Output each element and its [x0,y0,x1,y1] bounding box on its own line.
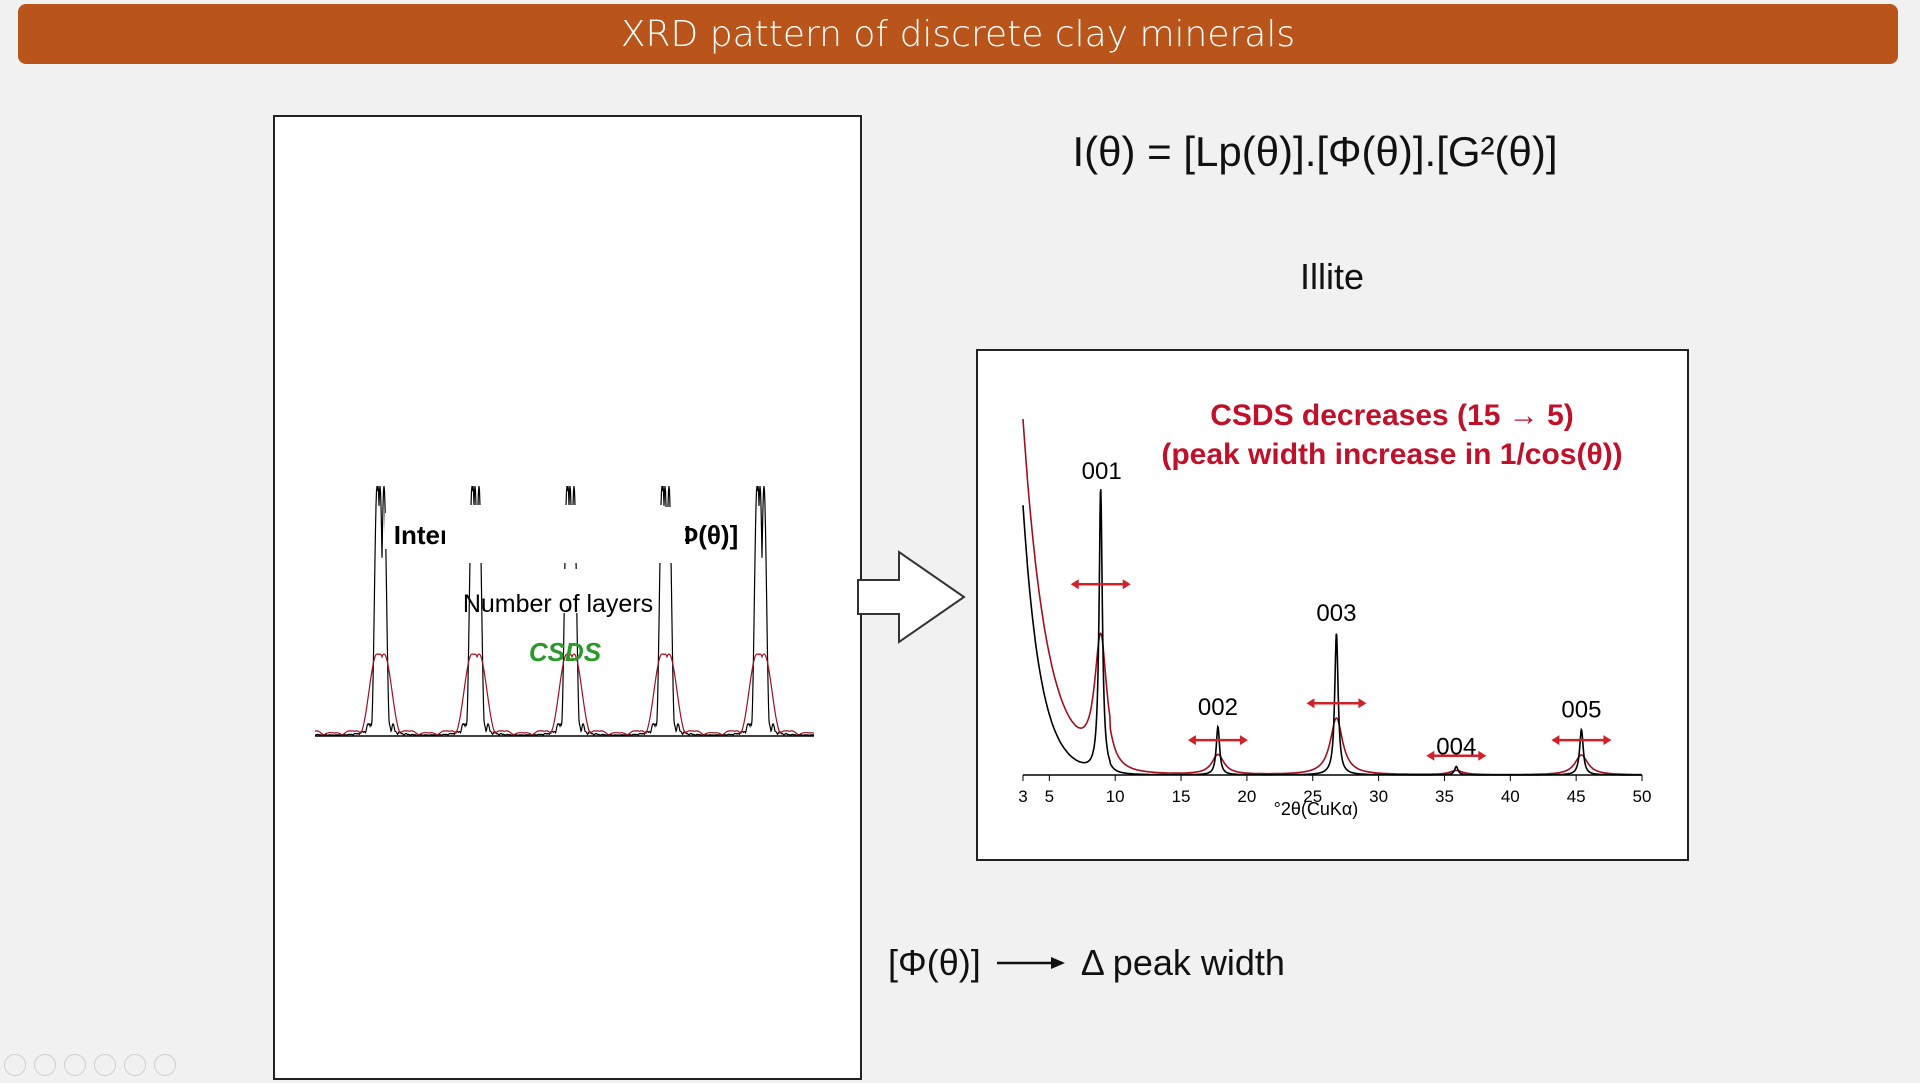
peak-label-001: 001 [1082,458,1122,485]
x-tick-label: 10 [1106,787,1125,806]
arrowhead-icon [1603,735,1612,746]
interference-csds-5 [314,653,815,736]
interference-term: [Φ(θ)] [888,942,981,983]
arrowhead-icon [1070,579,1079,590]
interference-function-panel: Interference function: [Φ(θ)] Number of … [273,115,862,1080]
peak-width-term: Δ peak width [1080,942,1285,983]
arrowhead-icon [1122,579,1131,590]
x-tick-label: 35 [1435,787,1454,806]
x-tick-label: 25 [1303,787,1322,806]
slides-icon[interactable] [94,1054,116,1076]
annotation-line-1: CSDS decreases (15 → 5) [1210,399,1574,432]
right-arrow-icon [857,550,966,644]
peak-label-002: 002 [1198,694,1238,721]
x-tick-label: 15 [1172,787,1191,806]
next-icon[interactable] [34,1054,56,1076]
arrowhead-icon [1551,735,1560,746]
x-tick-label: 3 [1018,787,1027,806]
peak-width-relation: [Φ(θ)] Δ peak width [888,942,1285,984]
arrowhead-icon [1478,750,1487,761]
arrowhead-icon [1306,698,1315,709]
x-tick-label: 30 [1369,787,1388,806]
arrowhead-icon [1187,735,1196,746]
zoom-icon[interactable] [124,1054,146,1076]
x-tick-label: 45 [1567,787,1586,806]
xrd-chart: 3 5 10 15 20 25 30 35 40 45 50 001 002 003 004 005 CSD… [976,349,1689,861]
more-icon[interactable] [154,1054,176,1076]
intensity-equation: I(θ) = [Lp(θ)].[Φ(θ)].[G²(θ)] [1072,128,1558,175]
arrowhead-icon [1358,698,1367,709]
peak-label-003: 003 [1316,600,1356,627]
annotation-line-2: (peak width increase in 1/cos(θ)) [1161,438,1622,471]
x-tick-label: 50 [1633,787,1652,806]
arrowhead-icon [1426,750,1435,761]
slide-title: XRD pattern of discrete clay minerals [18,4,1898,64]
x-tick-label: 5 [1045,787,1054,806]
arrow-right-icon [996,957,1065,969]
number-of-layers-label: Number of layers [463,590,653,618]
arrowhead-icon [1239,735,1248,746]
peak-label-005: 005 [1561,697,1601,724]
pen-icon[interactable] [64,1054,86,1076]
x-tick-label: 20 [1237,787,1256,806]
slideshow-toolbar[interactable] [4,1054,176,1076]
csds-label: CSDS [529,637,602,667]
prev-icon[interactable] [4,1054,26,1076]
interference-function-plot: Interference function: [Φ(θ)] Number of … [314,485,815,737]
x-tick-label: 40 [1501,787,1520,806]
x-axis-label: °2θ(CuKα) [1274,799,1359,819]
mineral-name: Illite [1299,256,1365,297]
